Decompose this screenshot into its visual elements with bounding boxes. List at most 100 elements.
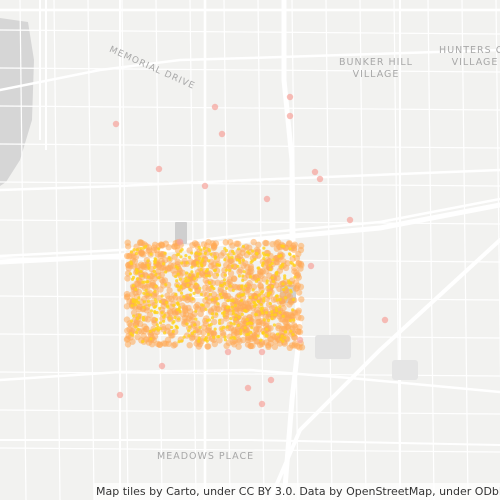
data-point [242,288,246,292]
data-point [153,290,157,294]
data-point [296,328,304,336]
data-point [281,314,285,318]
data-point [195,261,199,265]
data-point [149,309,153,313]
data-point [276,340,284,347]
data-point [132,248,136,252]
data-point [218,130,226,138]
data-point [154,340,161,348]
data-point [253,246,261,254]
data-point [254,279,258,283]
data-point [178,305,182,309]
data-point [296,336,304,344]
data-point [278,310,282,315]
data-point [277,254,281,258]
data-point [241,244,245,248]
data-point [187,329,191,333]
data-point [249,260,253,264]
data-point [128,272,132,276]
data-point [288,247,292,251]
data-point [346,216,354,224]
data-point [174,274,178,279]
data-point [148,329,152,333]
data-point [230,305,234,309]
data-point [240,312,244,316]
data-point [284,285,288,290]
data-point [231,299,235,303]
data-point [150,316,157,324]
data-point [292,285,300,292]
data-point [229,317,233,321]
data-point [144,316,152,323]
data-point [280,304,287,312]
minor-road [461,0,469,500]
data-point [259,307,263,311]
data-point [239,332,243,336]
data-point [267,335,274,342]
data-point [199,304,206,312]
data-point [272,323,276,327]
data-point [269,267,273,271]
data-point [259,338,263,342]
data-point [213,268,217,272]
data-point [270,284,274,288]
label-hunters-creek: HUNTERS CR VILLAGE [430,45,500,69]
data-point [134,325,138,329]
data-point [188,293,193,297]
data-point [210,285,214,289]
data-point [210,244,217,252]
data-point [231,311,235,316]
data-point [283,276,287,280]
data-point [267,318,271,322]
data-point [292,263,296,267]
data-point [298,296,305,303]
data-point [237,307,244,315]
data-point [268,263,272,267]
data-point [154,273,158,277]
data-point [291,264,298,272]
data-point [236,264,240,268]
data-point [245,317,249,321]
minor-road [0,181,500,187]
data-point [167,256,171,260]
data-point [124,243,132,250]
data-point [307,262,315,270]
data-point [227,305,231,309]
data-point [139,269,143,274]
data-point [244,384,252,392]
data-point [123,290,131,298]
data-point [286,301,293,308]
data-point [201,257,205,261]
data-point [223,335,227,339]
data-point [112,120,120,128]
data-point [237,274,241,278]
data-point [158,327,162,331]
data-point [231,309,235,313]
data-point [142,300,146,304]
data-point [226,299,230,303]
data-point [291,308,295,312]
data-point [179,249,183,253]
data-point [213,327,217,331]
data-point [209,322,213,326]
data-point [233,303,238,307]
data-point [209,252,213,256]
data-point [249,342,256,350]
data-point [197,252,201,256]
minor-road [53,0,61,500]
data-point [227,239,234,246]
data-point [250,283,258,290]
data-point [141,318,146,322]
data-point [207,259,211,263]
data-point [290,242,297,250]
data-point [286,293,293,300]
data-point [246,250,250,254]
data-point [234,313,238,317]
data-point [255,241,262,248]
data-point [208,292,212,296]
data-point [142,246,146,250]
minor-road [495,0,500,384]
data-point [199,248,203,252]
data-point [142,305,146,309]
